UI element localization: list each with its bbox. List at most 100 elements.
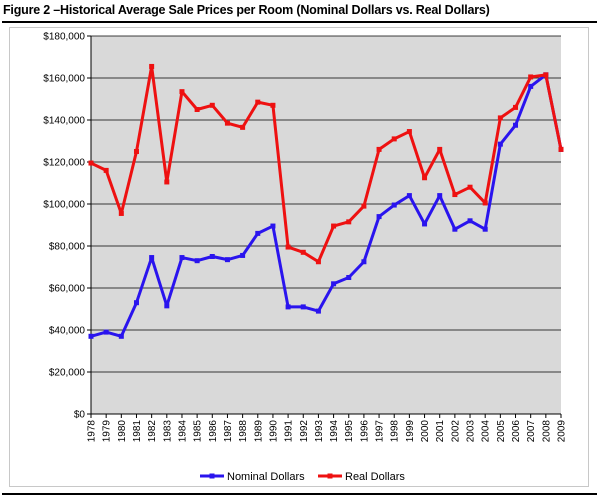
data-point	[255, 99, 261, 105]
x-tick-label: 1983	[162, 420, 173, 443]
data-point	[437, 193, 443, 199]
x-tick-label: 2006	[511, 420, 522, 443]
data-point	[315, 259, 321, 265]
data-point	[133, 300, 139, 306]
data-point	[88, 160, 94, 166]
data-point	[133, 149, 139, 154]
data-point	[103, 167, 109, 173]
data-point	[391, 136, 397, 142]
data-point	[331, 281, 337, 287]
data-point	[240, 252, 246, 258]
x-tick-label: 1999	[405, 420, 416, 443]
data-point	[497, 115, 503, 121]
data-point	[255, 230, 261, 236]
legend-marker	[327, 473, 333, 479]
x-tick-label: 1988	[238, 420, 249, 443]
data-point	[406, 129, 412, 135]
data-point	[528, 83, 534, 89]
series-line	[90, 73, 563, 338]
data-point	[118, 210, 124, 216]
data-point	[558, 146, 564, 152]
data-point	[240, 124, 246, 130]
x-tick-label: 2004	[481, 420, 492, 443]
data-point	[346, 275, 352, 280]
legend-label: Nominal Dollars	[227, 471, 305, 483]
y-tick-label: $0	[74, 410, 86, 421]
x-tick-label: 2005	[496, 420, 507, 443]
data-point	[346, 219, 352, 225]
series-nominal-dollars	[88, 72, 564, 339]
x-tick-label: 2009	[557, 420, 568, 443]
data-point	[88, 333, 94, 339]
x-tick-label: 1981	[132, 420, 143, 443]
data-point	[179, 255, 185, 261]
x-tick-label: 1995	[344, 420, 355, 443]
x-tick-label: 2002	[450, 420, 461, 443]
data-point	[300, 304, 306, 310]
data-point	[482, 200, 488, 206]
data-point	[224, 257, 230, 263]
x-tick-label: 1980	[117, 420, 128, 443]
plot-area	[91, 36, 561, 414]
x-tick-label: 1997	[375, 420, 386, 443]
data-point	[513, 122, 519, 128]
x-tick-label: 1994	[329, 420, 340, 443]
data-point	[300, 249, 306, 255]
y-tick-label: $180,000	[43, 32, 85, 43]
x-tick-label: 1986	[208, 420, 219, 443]
x-tick-label: 1982	[147, 420, 158, 443]
data-point	[376, 214, 382, 220]
data-point	[103, 329, 109, 335]
data-point	[467, 218, 473, 224]
data-point	[467, 184, 473, 190]
x-tick-label: 2000	[420, 420, 431, 443]
x-tick-label: 2008	[541, 420, 552, 443]
y-tick-label: $120,000	[43, 158, 85, 169]
x-tick-label: 1984	[177, 420, 188, 443]
data-point	[118, 333, 124, 339]
data-point	[406, 193, 412, 199]
data-point	[285, 304, 291, 310]
x-tick-label: 1989	[253, 420, 264, 443]
data-point	[179, 89, 185, 95]
data-point	[513, 104, 519, 110]
x-tick-label: 1979	[102, 420, 113, 443]
data-point	[209, 102, 215, 108]
y-tick-label: $140,000	[43, 116, 85, 127]
data-point	[437, 146, 443, 152]
data-point	[376, 146, 382, 152]
data-point	[149, 255, 155, 261]
x-tick-label: 1978	[87, 420, 98, 443]
data-point	[422, 221, 428, 227]
legend-label: Real Dollars	[345, 471, 405, 483]
x-tick-label: 1985	[193, 420, 204, 443]
figure-title: Figure 2 –Historical Average Sale Prices…	[3, 3, 490, 17]
y-tick-label: $60,000	[49, 284, 86, 295]
series-line	[90, 64, 563, 264]
data-point	[270, 223, 276, 229]
data-point	[543, 72, 549, 78]
x-tick-label: 1996	[359, 420, 370, 443]
legend-item: Nominal Dollars	[200, 471, 305, 483]
data-point	[452, 192, 458, 198]
x-tick-label: 1987	[223, 420, 234, 443]
data-point	[194, 258, 200, 264]
data-point	[194, 107, 200, 112]
legend-item: Real Dollars	[318, 471, 405, 483]
data-point	[285, 244, 291, 250]
x-tick-label: 1992	[299, 420, 310, 443]
data-point	[164, 179, 170, 185]
x-tick-label: 2007	[526, 420, 537, 443]
data-point	[452, 226, 458, 232]
data-point	[224, 120, 230, 126]
x-tick-label: 2001	[435, 420, 446, 443]
data-point	[209, 254, 215, 259]
data-point	[149, 63, 155, 69]
y-tick-label: $80,000	[49, 242, 86, 253]
data-point	[422, 175, 428, 181]
data-point	[391, 202, 397, 208]
data-point	[528, 74, 534, 80]
legend-marker	[209, 473, 215, 479]
y-tick-label: $40,000	[49, 326, 86, 337]
